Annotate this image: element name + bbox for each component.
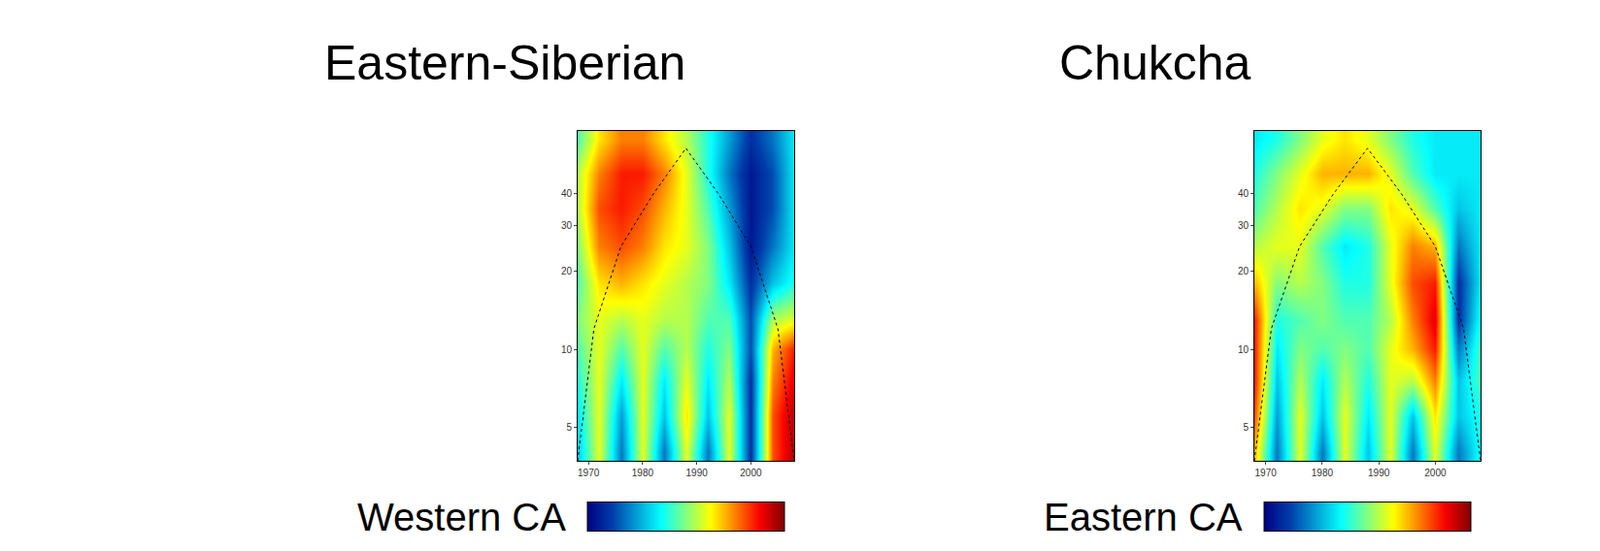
svg-text:10: 10 (561, 344, 573, 356)
svg-text:40: 40 (561, 188, 573, 200)
svg-text:1990: 1990 (686, 467, 709, 479)
svg-text:10: 10 (1237, 344, 1250, 356)
svg-text:Western CA: Western CA (357, 496, 567, 539)
svg-text:5: 5 (1242, 422, 1249, 434)
svg-text:40: 40 (1237, 188, 1250, 200)
svg-text:20: 20 (1237, 266, 1250, 277)
svg-text:Eastern-Siberian: Eastern-Siberian (324, 35, 686, 91)
svg-text:Chukcha: Chukcha (1059, 35, 1252, 91)
svg-text:2000: 2000 (739, 467, 763, 479)
svg-text:1970: 1970 (577, 467, 600, 479)
svg-text:1970: 1970 (1255, 467, 1278, 479)
svg-text:20: 20 (561, 266, 573, 277)
svg-text:5: 5 (566, 422, 572, 434)
svg-text:30: 30 (1237, 220, 1250, 232)
svg-text:1990: 1990 (1367, 467, 1391, 479)
svg-text:Eastern CA: Eastern CA (1043, 496, 1243, 539)
svg-text:1980: 1980 (1311, 467, 1334, 479)
svg-text:30: 30 (561, 220, 573, 232)
svg-text:2000: 2000 (1424, 467, 1447, 479)
svg-text:1980: 1980 (632, 467, 655, 479)
